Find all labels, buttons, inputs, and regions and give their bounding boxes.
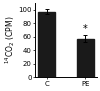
Y-axis label: $^{14}$CO$_2$ (CPM): $^{14}$CO$_2$ (CPM)	[3, 16, 17, 64]
Bar	[77, 39, 94, 77]
Bar	[38, 12, 55, 77]
Text: *: *	[83, 24, 88, 34]
